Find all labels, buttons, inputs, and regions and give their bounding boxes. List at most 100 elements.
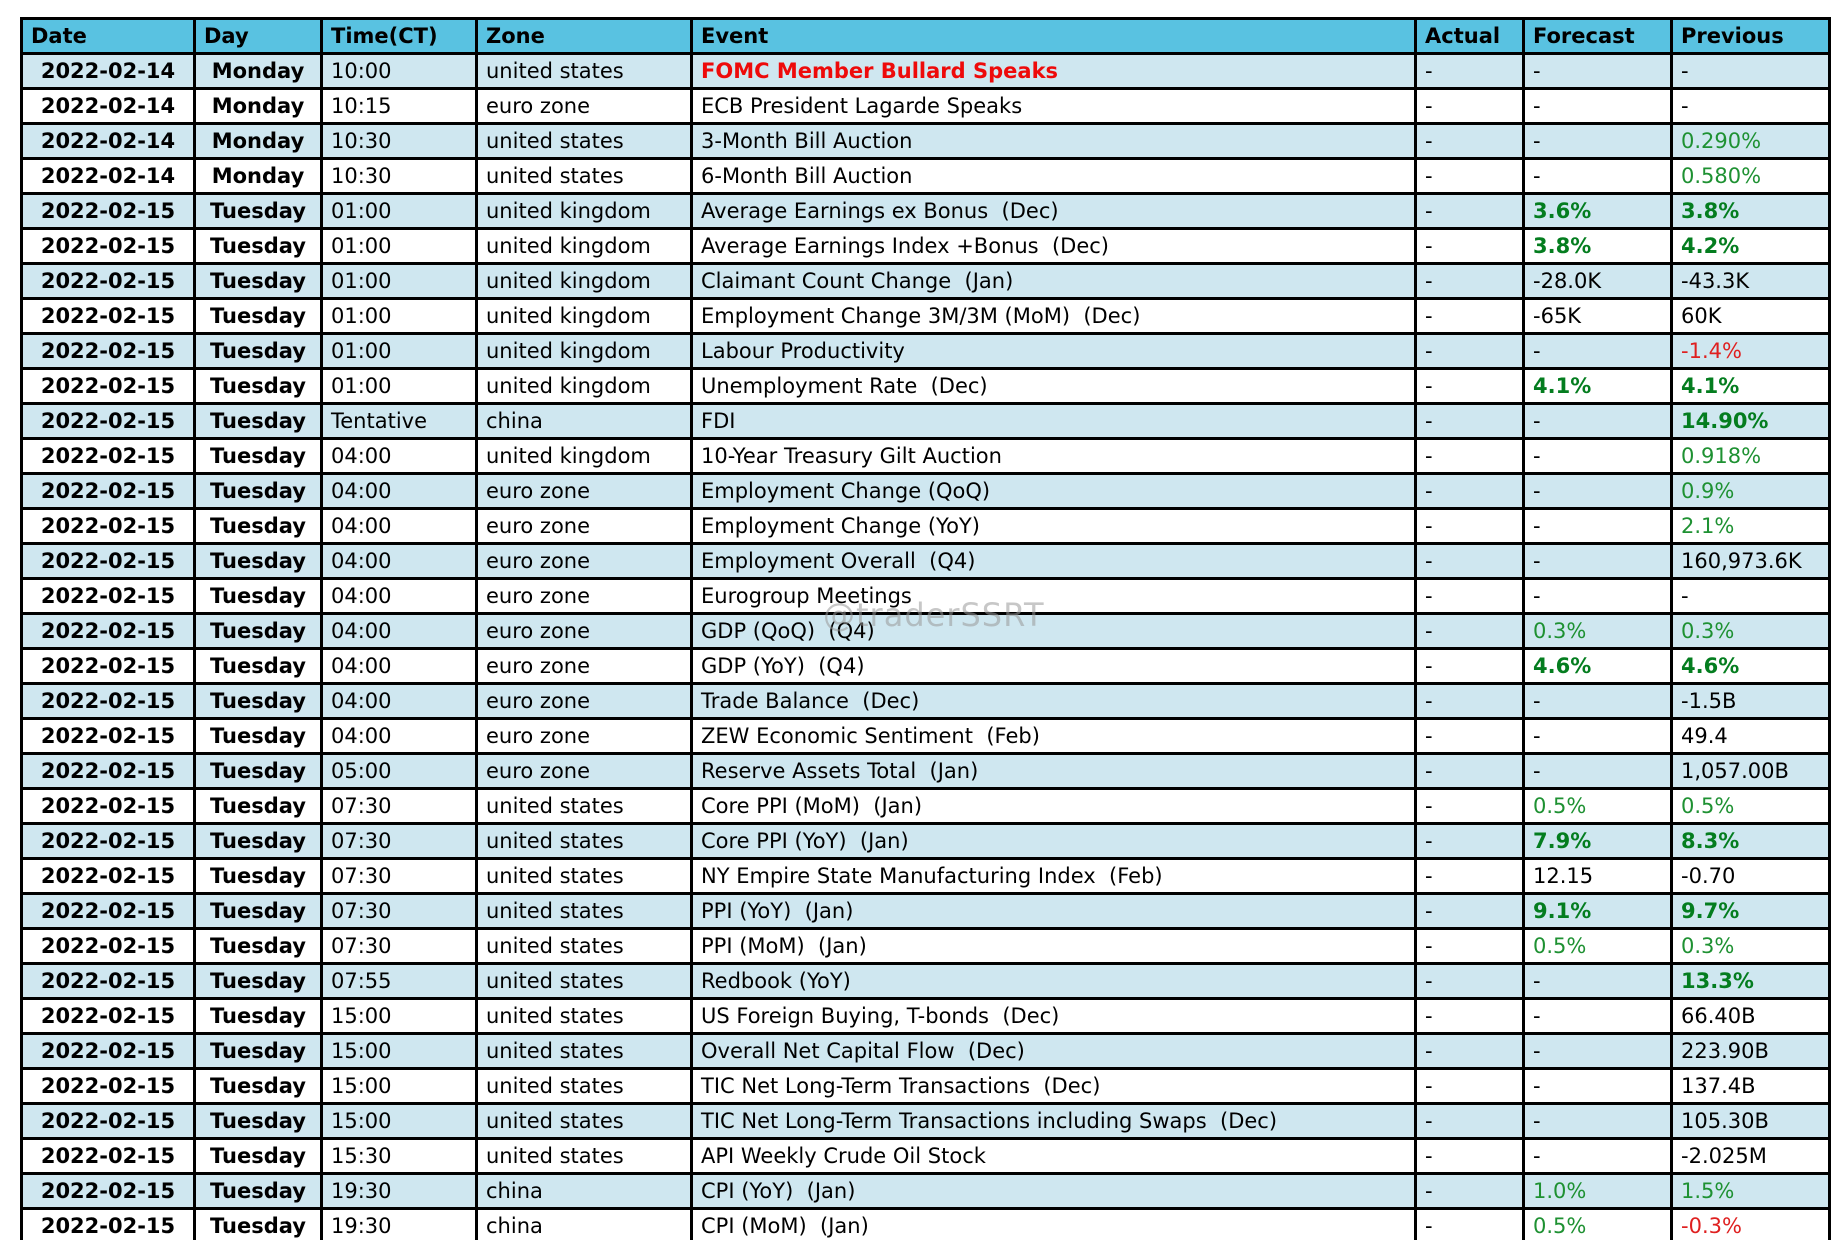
actual-cell: - [1414,542,1525,580]
zone-cell: china [475,1207,693,1240]
time-cell: 04:00 [320,437,478,475]
event-cell: Trade Balance (Dec) [690,682,1417,720]
actual-cell: - [1414,787,1525,825]
day-cell: Tuesday [193,507,323,545]
event-cell: Unemployment Rate (Dec) [690,367,1417,405]
time-cell: 07:30 [320,822,478,860]
forecast-cell: 12.15 [1522,857,1673,895]
event-cell: Reserve Assets Total (Jan) [690,752,1417,790]
actual-cell: - [1414,892,1525,930]
event-cell: Claimant Count Change (Jan) [690,262,1417,300]
previous-cell: 0.3% [1670,612,1831,650]
date-cell: 2022-02-15 [20,752,196,790]
forecast-cell: 0.5% [1522,927,1673,965]
forecast-cell: - [1522,87,1673,125]
day-cell: Tuesday [193,997,323,1035]
forecast-cell: - [1522,507,1673,545]
zone-cell: united kingdom [475,227,693,265]
date-cell: 2022-02-15 [20,1102,196,1140]
date-cell: 2022-02-15 [20,1032,196,1070]
time-cell: 15:00 [320,1032,478,1070]
actual-cell: - [1414,1067,1525,1105]
calendar-row: 2022-02-15 Tuesday 15:00 united states U… [20,997,1831,1035]
actual-cell: - [1414,962,1525,1000]
date-cell: 2022-02-15 [20,1207,196,1240]
time-cell: 01:00 [320,297,478,335]
date-cell: 2022-02-15 [20,192,196,230]
time-cell: 19:30 [320,1207,478,1240]
calendar-row: 2022-02-15 Tuesday 15:30 united states A… [20,1137,1831,1175]
time-cell: 15:00 [320,997,478,1035]
actual-cell: - [1414,262,1525,300]
calendar-row: 2022-02-15 Tuesday 15:00 united states O… [20,1032,1831,1070]
calendar-row: 2022-02-15 Tuesday 04:00 euro zone GDP (… [20,612,1831,650]
previous-cell: 137.4B [1670,1067,1831,1105]
zone-cell: united states [475,1067,693,1105]
zone-cell: united states [475,927,693,965]
previous-cell: 9.7% [1670,892,1831,930]
zone-cell: united states [475,892,693,930]
event-cell: Core PPI (MoM) (Jan) [690,787,1417,825]
forecast-cell: - [1522,52,1673,90]
header-row: Date Day Time(CT) Zone Event Actual Fore… [20,17,1831,55]
date-cell: 2022-02-14 [20,122,196,160]
zone-cell: china [475,402,693,440]
actual-cell: - [1414,507,1525,545]
event-cell: Employment Change (QoQ) [690,472,1417,510]
date-cell: 2022-02-15 [20,997,196,1035]
day-cell: Tuesday [193,962,323,1000]
calendar-row: 2022-02-15 Tuesday 01:00 united kingdom … [20,332,1831,370]
previous-cell: 49.4 [1670,717,1831,755]
previous-cell: 14.90% [1670,402,1831,440]
day-cell: Tuesday [193,1137,323,1175]
calendar-row: 2022-02-15 Tuesday 07:30 united states C… [20,822,1831,860]
zone-cell: united states [475,1102,693,1140]
zone-cell: united states [475,52,693,90]
forecast-cell: 0.5% [1522,787,1673,825]
column-header-previous: Previous [1670,17,1831,55]
forecast-cell: - [1522,1032,1673,1070]
column-header-actual: Actual [1414,17,1525,55]
previous-cell: -43.3K [1670,262,1831,300]
previous-cell: 0.3% [1670,927,1831,965]
date-cell: 2022-02-14 [20,157,196,195]
time-cell: 01:00 [320,192,478,230]
time-cell: 07:30 [320,927,478,965]
calendar-row: 2022-02-14 Monday 10:15 euro zone ECB Pr… [20,87,1831,125]
time-cell: 15:30 [320,1137,478,1175]
forecast-cell: - [1522,577,1673,615]
column-header-time: Time(CT) [320,17,478,55]
event-cell: GDP (YoY) (Q4) [690,647,1417,685]
calendar-row: 2022-02-15 Tuesday 04:00 euro zone Emplo… [20,507,1831,545]
day-cell: Monday [193,157,323,195]
calendar-row: 2022-02-15 Tuesday 07:30 united states P… [20,927,1831,965]
date-cell: 2022-02-15 [20,682,196,720]
calendar-row: 2022-02-15 Tuesday 19:30 china CPI (YoY)… [20,1172,1831,1210]
actual-cell: - [1414,857,1525,895]
forecast-cell: - [1522,752,1673,790]
event-cell: TIC Net Long-Term Transactions including… [690,1102,1417,1140]
day-cell: Tuesday [193,577,323,615]
time-cell: 04:00 [320,682,478,720]
date-cell: 2022-02-15 [20,437,196,475]
time-cell: 01:00 [320,367,478,405]
calendar-row: 2022-02-15 Tuesday Tentative china FDI -… [20,402,1831,440]
zone-cell: united states [475,1137,693,1175]
previous-cell: 1.5% [1670,1172,1831,1210]
forecast-cell: - [1522,1102,1673,1140]
calendar-row: 2022-02-15 Tuesday 04:00 united kingdom … [20,437,1831,475]
previous-cell: - [1670,52,1831,90]
date-cell: 2022-02-15 [20,892,196,930]
previous-cell: 3.8% [1670,192,1831,230]
zone-cell: united states [475,157,693,195]
event-cell: Average Earnings Index +Bonus (Dec) [690,227,1417,265]
time-cell: 10:30 [320,157,478,195]
time-cell: 04:00 [320,542,478,580]
time-cell: Tentative [320,402,478,440]
forecast-cell: - [1522,997,1673,1035]
actual-cell: - [1414,192,1525,230]
economic-calendar-table: Date Day Time(CT) Zone Event Actual Fore… [20,17,1831,1240]
previous-cell: 4.1% [1670,367,1831,405]
forecast-cell: - [1522,122,1673,160]
forecast-cell: - [1522,402,1673,440]
